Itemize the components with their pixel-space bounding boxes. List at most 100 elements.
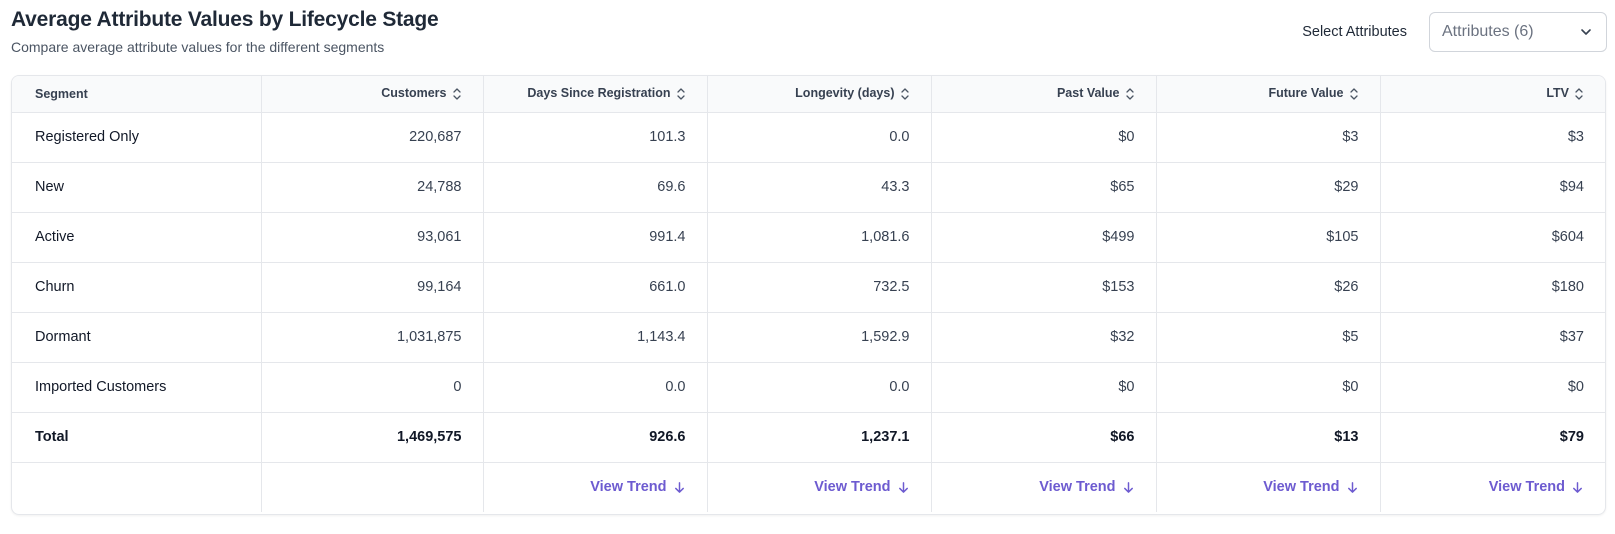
segment-cell: New (12, 162, 261, 213)
ltv-cell: $3 (1379, 112, 1605, 163)
trend-cell-longevity: View Trend (706, 462, 931, 512)
sort-icon[interactable] (676, 87, 686, 101)
total-row: Total 1,469,575 926.6 1,237.1 $66 $13 $7… (12, 412, 1605, 463)
trend-cell-customers (260, 462, 483, 512)
sort-icon[interactable] (452, 87, 462, 101)
longevity-total-cell: 1,237.1 (706, 412, 931, 463)
view-trend-label: View Trend (814, 479, 891, 496)
longevity-cell: 1,592.9 (706, 312, 931, 363)
customers-total-cell: 1,469,575 (260, 412, 483, 463)
column-header-label: Days Since Registration (527, 86, 671, 101)
table-row: Imported Customers 0 0.0 0.0 $0 $0 $0 (12, 362, 1605, 413)
trend-cell-past-value: View Trend (930, 462, 1156, 512)
customers-cell: 24,788 (260, 162, 483, 213)
column-header-label: Segment (35, 86, 88, 101)
segment-cell: Registered Only (12, 112, 261, 163)
view-trend-label: View Trend (1488, 479, 1565, 496)
sort-icon[interactable] (1574, 87, 1584, 101)
trend-cell-days-since-registration: View Trend (482, 462, 707, 512)
longevity-cell: 0.0 (706, 362, 931, 413)
days-since-registration-cell: 1,143.4 (482, 312, 707, 363)
trend-row: View Trend View Trend View Trend View Tr… (12, 462, 1605, 512)
past-value-cell: $0 (930, 112, 1156, 163)
customers-cell: 93,061 (260, 212, 483, 263)
days-since-registration-cell: 661.0 (482, 262, 707, 313)
future-value-cell: $0 (1155, 362, 1380, 413)
ltv-cell: $0 (1379, 362, 1605, 413)
attributes-dropdown[interactable]: Attributes (6) (1429, 12, 1607, 52)
ltv-total-cell: $79 (1379, 412, 1605, 463)
table-header-row: Segment Customers Days Since Registratio… (12, 76, 1605, 113)
customers-cell: 220,687 (260, 112, 483, 163)
trend-cell-ltv: View Trend (1379, 462, 1605, 512)
column-header-label: Past Value (1056, 86, 1120, 101)
past-value-cell: $32 (930, 312, 1156, 363)
past-value-cell: $0 (930, 362, 1156, 413)
column-header-customers[interactable]: Customers (260, 76, 483, 113)
view-trend-label: View Trend (1263, 479, 1340, 496)
arrow-down-icon (1573, 482, 1582, 493)
sort-icon[interactable] (900, 87, 910, 101)
days-since-registration-cell: 101.3 (482, 112, 707, 163)
longevity-cell: 732.5 (706, 262, 931, 313)
past-value-cell: $153 (930, 262, 1156, 313)
attributes-table: Segment Customers Days Since Registratio… (12, 76, 1605, 512)
column-header-label: Customers (381, 86, 447, 101)
segment-cell: Dormant (12, 312, 261, 363)
column-header-future-value[interactable]: Future Value (1155, 76, 1380, 113)
column-header-longevity[interactable]: Longevity (days) (706, 76, 931, 113)
column-header-ltv[interactable]: LTV (1379, 76, 1605, 113)
segment-cell: Churn (12, 262, 261, 313)
ltv-cell: $94 (1379, 162, 1605, 213)
table-row: Active 93,061 991.4 1,081.6 $499 $105 $6… (12, 212, 1605, 263)
attributes-table-card: Segment Customers Days Since Registratio… (11, 75, 1606, 515)
arrow-down-icon (1347, 482, 1357, 493)
view-trend-link-ltv[interactable]: View Trend (1489, 479, 1584, 495)
customers-cell: 0 (260, 362, 483, 413)
future-value-cell: $5 (1155, 312, 1380, 363)
attributes-dropdown-value: Attributes (6) (1442, 23, 1534, 40)
longevity-cell: 0.0 (706, 112, 931, 163)
trend-cell-future-value: View Trend (1155, 462, 1380, 512)
column-header-label: Future Value (1268, 86, 1344, 101)
arrow-down-icon (674, 482, 684, 493)
days-since-registration-total-cell: 926.6 (482, 412, 707, 463)
chevron-down-icon (1581, 29, 1591, 35)
days-since-registration-cell: 991.4 (482, 212, 707, 263)
view-trend-label: View Trend (1039, 479, 1116, 496)
trend-empty-cell (12, 462, 261, 512)
segment-cell: Imported Customers (12, 362, 261, 413)
sort-icon[interactable] (1125, 87, 1135, 101)
longevity-cell: 43.3 (706, 162, 931, 213)
future-value-cell: $29 (1155, 162, 1380, 213)
customers-cell: 99,164 (260, 262, 483, 313)
arrow-down-icon (898, 482, 908, 493)
past-value-cell: $65 (930, 162, 1156, 213)
select-attributes-label: Select Attributes (1302, 24, 1407, 40)
table-row: Churn 99,164 661.0 732.5 $153 $26 $180 (12, 262, 1605, 313)
column-header-days-since-registration[interactable]: Days Since Registration (482, 76, 707, 113)
table-row: Dormant 1,031,875 1,143.4 1,592.9 $32 $5… (12, 312, 1605, 363)
column-header-past-value[interactable]: Past Value (930, 76, 1156, 113)
view-trend-link-longevity[interactable]: View Trend (814, 479, 909, 495)
segment-cell: Active (12, 212, 261, 263)
customers-cell: 1,031,875 (260, 312, 483, 363)
column-header-segment: Segment (12, 76, 261, 113)
view-trend-link-past-value[interactable]: View Trend (1039, 479, 1134, 495)
days-since-registration-cell: 69.6 (482, 162, 707, 213)
column-header-label: LTV (1546, 86, 1569, 101)
ltv-cell: $37 (1379, 312, 1605, 363)
table-row: Registered Only 220,687 101.3 0.0 $0 $3 … (12, 112, 1605, 163)
sort-icon[interactable] (1349, 87, 1359, 101)
view-trend-link-future-value[interactable]: View Trend (1263, 479, 1358, 495)
longevity-cell: 1,081.6 (706, 212, 931, 263)
page-title: Average Attribute Values by Lifecycle St… (11, 8, 439, 31)
arrow-down-icon (1123, 482, 1133, 493)
future-value-cell: $3 (1155, 112, 1380, 163)
ltv-cell: $180 (1379, 262, 1605, 313)
future-value-total-cell: $13 (1155, 412, 1380, 463)
view-trend-link-days-since-registration[interactable]: View Trend (590, 479, 685, 495)
total-label-cell: Total (12, 412, 261, 463)
table-row: New 24,788 69.6 43.3 $65 $29 $94 (12, 162, 1605, 213)
view-trend-label: View Trend (590, 479, 667, 496)
